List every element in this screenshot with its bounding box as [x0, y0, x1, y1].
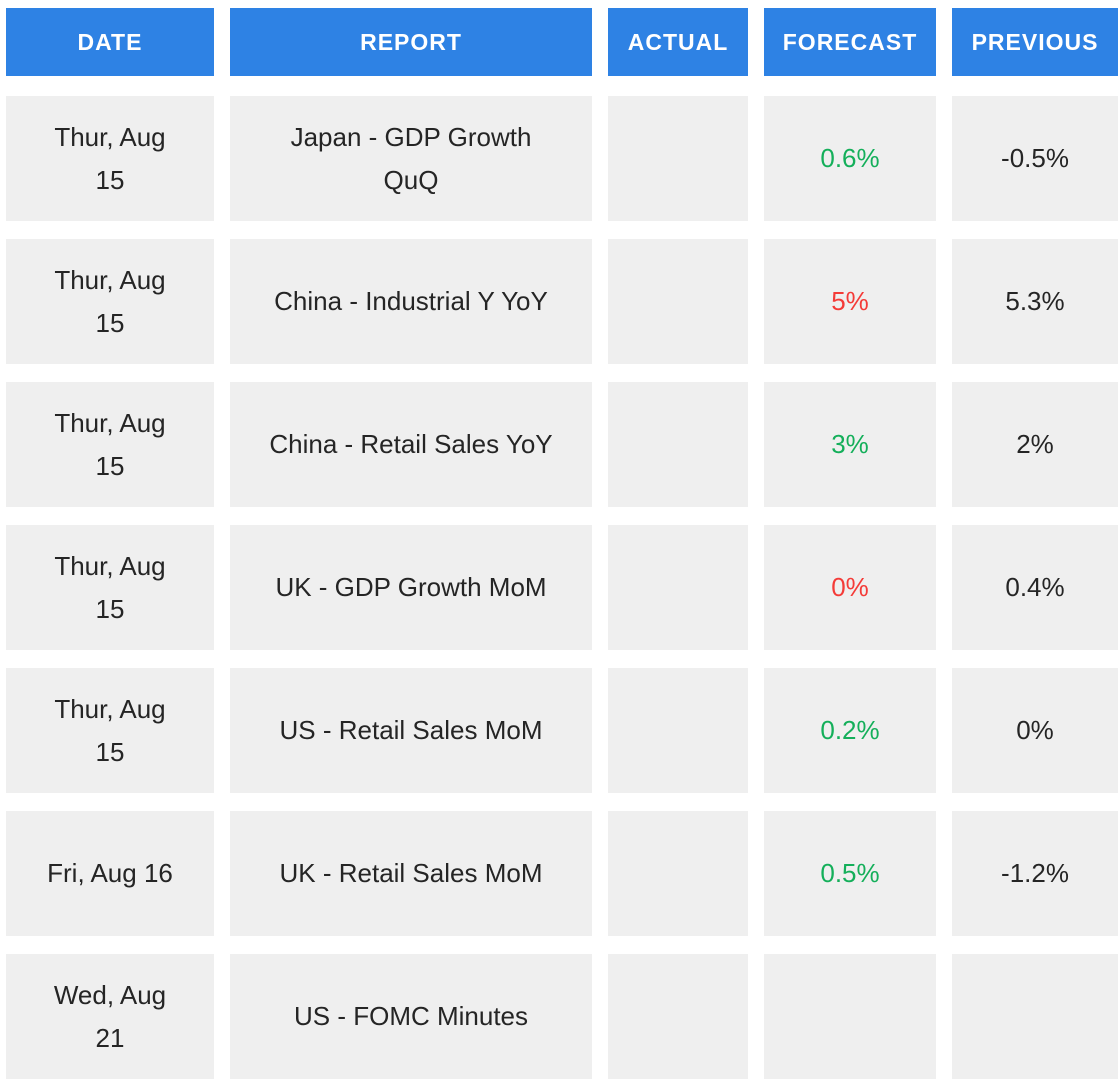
report-cell: US - FOMC Minutes — [230, 954, 592, 1079]
previous-cell: 5.3% — [952, 239, 1118, 364]
table-row: Thur, Aug 15 China - Retail Sales YoY 3% 2% — [6, 382, 1120, 507]
column-header-report: REPORT — [230, 8, 592, 76]
forecast-cell: 5% — [764, 239, 936, 364]
column-header-previous: PREVIOUS — [952, 8, 1118, 76]
report-cell: US - Retail Sales MoM — [230, 668, 592, 793]
report-cell: UK - GDP Growth MoM — [230, 525, 592, 650]
date-cell: Thur, Aug 15 — [6, 239, 214, 364]
report-cell: UK - Retail Sales MoM — [230, 811, 592, 936]
report-cell: China - Industrial Y YoY — [230, 239, 592, 364]
forecast-cell: 0% — [764, 525, 936, 650]
table-header-row: DATE REPORT ACTUAL FORECAST PREVIOUS — [6, 8, 1120, 76]
date-cell: Fri, Aug 16 — [6, 811, 214, 936]
forecast-cell: 3% — [764, 382, 936, 507]
table-row: Thur, Aug 15 US - Retail Sales MoM 0.2% 0% — [6, 668, 1120, 793]
date-cell: Thur, Aug 15 — [6, 382, 214, 507]
table-row: Thur, Aug 15 China - Industrial Y YoY 5% 5.… — [6, 239, 1120, 364]
table-row: Wed, Aug 21 US - FOMC Minutes — [6, 954, 1120, 1079]
date-cell: Thur, Aug 15 — [6, 96, 214, 221]
previous-cell: -1.2% — [952, 811, 1118, 936]
date-cell: Thur, Aug 15 — [6, 525, 214, 650]
previous-cell: 0.4% — [952, 525, 1118, 650]
actual-cell — [608, 525, 748, 650]
actual-cell — [608, 382, 748, 507]
date-cell: Thur, Aug 15 — [6, 668, 214, 793]
date-cell: Wed, Aug 21 — [6, 954, 214, 1079]
forecast-cell: 0.6% — [764, 96, 936, 221]
table-row: Fri, Aug 16 UK - Retail Sales MoM 0.5% -1.2… — [6, 811, 1120, 936]
table-row: Thur, Aug 15 Japan - GDP Growth QuQ 0.6% -0… — [6, 96, 1120, 221]
column-header-forecast: FORECAST — [764, 8, 936, 76]
column-header-actual: ACTUAL — [608, 8, 748, 76]
previous-cell — [952, 954, 1118, 1079]
previous-cell: -0.5% — [952, 96, 1118, 221]
actual-cell — [608, 239, 748, 364]
actual-cell — [608, 954, 748, 1079]
table-row: Thur, Aug 15 UK - GDP Growth MoM 0% 0.4% — [6, 525, 1120, 650]
forecast-cell: 0.2% — [764, 668, 936, 793]
previous-cell: 0% — [952, 668, 1118, 793]
previous-cell: 2% — [952, 382, 1118, 507]
actual-cell — [608, 811, 748, 936]
report-cell: Japan - GDP Growth QuQ — [230, 96, 592, 221]
forecast-cell — [764, 954, 936, 1079]
report-cell: China - Retail Sales YoY — [230, 382, 592, 507]
column-header-date: DATE — [6, 8, 214, 76]
actual-cell — [608, 96, 748, 221]
actual-cell — [608, 668, 748, 793]
forecast-cell: 0.5% — [764, 811, 936, 936]
table-body: Thur, Aug 15 Japan - GDP Growth QuQ 0.6% -0… — [6, 96, 1120, 1079]
